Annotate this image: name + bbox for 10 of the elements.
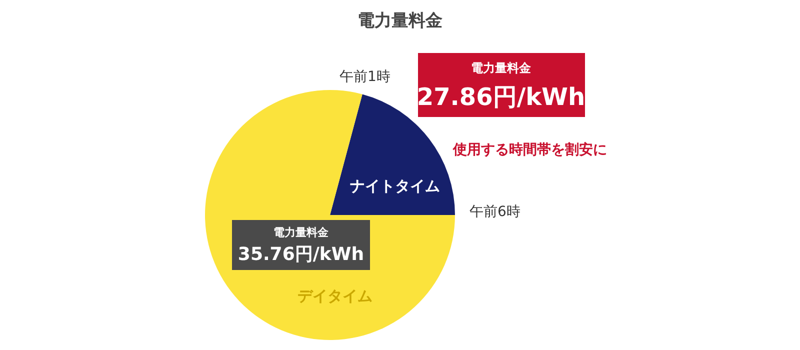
text: 35.76円/kWh xyxy=(238,244,364,265)
chart-title: 電力量料金 xyxy=(358,11,442,31)
slice-label: ナイトタイム xyxy=(350,177,440,195)
text: 電力量料金 xyxy=(274,226,330,239)
text: 午前6時 xyxy=(470,204,520,220)
slice-label: デイタイム xyxy=(298,287,372,305)
text: 使用する時間帯を割安に xyxy=(452,141,607,158)
text: 27.86円/kWh xyxy=(416,83,586,111)
text: 電力量料金 xyxy=(471,61,532,75)
text: 午前1時 xyxy=(340,69,390,85)
